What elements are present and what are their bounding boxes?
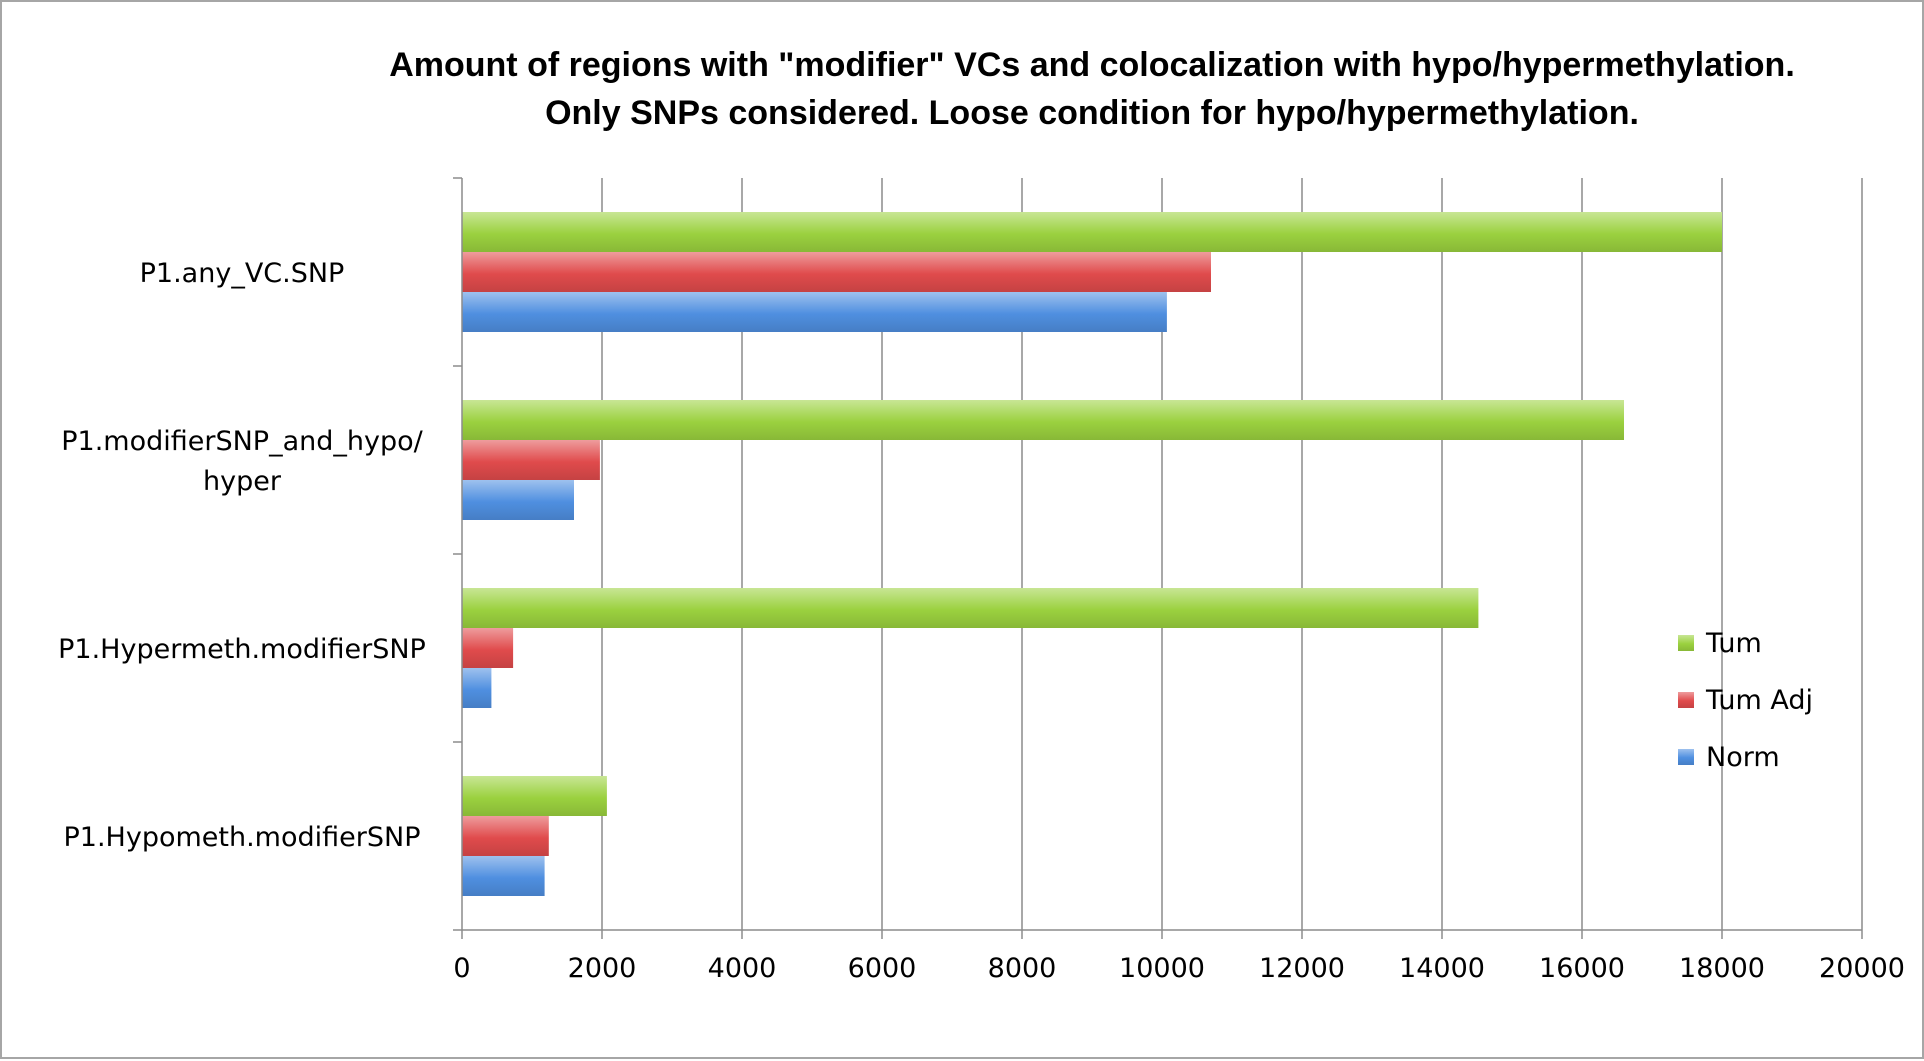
x-tick-label: 16000 <box>1539 953 1625 984</box>
bars <box>462 212 1722 896</box>
legend-swatch-tum <box>1678 635 1694 651</box>
bar-tum-adj <box>462 252 1211 292</box>
x-tick-label: 2000 <box>568 953 637 984</box>
legend-label: Tum Adj <box>1705 685 1813 716</box>
x-tick-label: 4000 <box>708 953 777 984</box>
bar-tum-adj <box>462 816 549 856</box>
chart-title: Amount of regions with "modifier" VCs an… <box>389 46 1795 84</box>
bar-tum <box>462 588 1479 628</box>
x-tick-label: 0 <box>453 953 470 984</box>
bar-tum <box>462 776 607 816</box>
x-tick-label: 20000 <box>1819 953 1905 984</box>
legend-swatch-tum-adj <box>1678 692 1694 708</box>
bar-norm <box>462 292 1167 332</box>
category-label: P1.any_VC.SNP <box>140 258 345 289</box>
chart-subtitle: Only SNPs considered. Loose condition fo… <box>545 94 1639 132</box>
bar-norm <box>462 856 545 896</box>
x-tick-label: 10000 <box>1119 953 1205 984</box>
bar-norm <box>462 480 574 520</box>
axes: 0 2000 4000 6000 8000 10000 12000 14000 16000 180… <box>58 177 1905 984</box>
category-label: P1.Hypermeth.modifierSNP <box>58 634 426 665</box>
bar-norm <box>462 668 492 708</box>
bar-tum <box>462 212 1722 252</box>
x-tick-label: 18000 <box>1679 953 1765 984</box>
legend-swatch-norm <box>1678 749 1694 765</box>
x-tick-label: 12000 <box>1259 953 1345 984</box>
bar-tum-adj <box>462 440 600 480</box>
x-tick-label: 6000 <box>848 953 917 984</box>
x-tick-label: 14000 <box>1399 953 1485 984</box>
category-label: P1.Hypometh.modifierSNP <box>64 822 421 853</box>
category-label: P1.modifierSNP_and_hypo/hyper <box>61 426 423 497</box>
x-tick-label: 8000 <box>988 953 1057 984</box>
bar-tum <box>462 400 1624 440</box>
legend: Tum Tum Adj Norm <box>1678 628 1813 773</box>
legend-label: Norm <box>1706 742 1780 773</box>
legend-label: Tum <box>1705 628 1762 659</box>
bar-tum-adj <box>462 628 514 668</box>
